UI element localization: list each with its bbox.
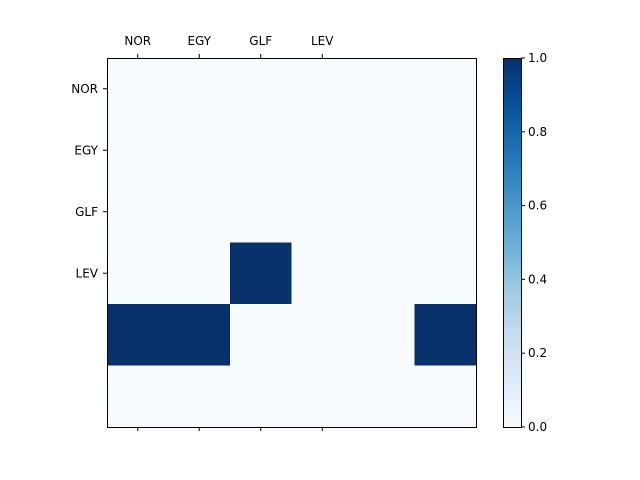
- heatmap-cell: [353, 181, 415, 243]
- y-tick-label: EGY: [74, 143, 98, 157]
- heatmap-cell: [107, 242, 169, 305]
- heatmap-cell: [414, 119, 477, 182]
- heatmap-cell: [230, 365, 292, 428]
- x-tick-label: NOR: [124, 34, 151, 48]
- heatmap-cell: [230, 181, 292, 243]
- colorbar-tick-label: 0.0: [528, 420, 547, 434]
- heatmap-cell: [291, 181, 354, 243]
- heatmap-cell: [414, 181, 477, 243]
- heatmap-cell: [291, 304, 354, 366]
- heatmap-cell: [107, 365, 169, 428]
- heatmap-cell: [230, 304, 292, 366]
- heatmap-cell: [414, 58, 477, 120]
- heatmap-cell: [230, 58, 292, 120]
- heatmap-cell: [168, 365, 231, 428]
- heatmap-cell: [107, 304, 169, 366]
- heatmap-cell: [291, 365, 354, 428]
- heatmap-cell: [353, 119, 415, 182]
- heatmap-cell: [107, 58, 169, 120]
- x-tick-label: EGY: [187, 34, 211, 48]
- colorbar-gradient: [503, 58, 521, 427]
- heatmap-cell: [291, 58, 354, 120]
- heatmap-cell: [230, 242, 292, 305]
- y-axis: NOR EGY GLF LEV: [71, 82, 107, 280]
- colorbar-frame: [503, 58, 522, 428]
- colorbar-tick-label: 0.6: [528, 199, 547, 213]
- heatmap-cell: [353, 365, 415, 428]
- heatmap-cell: [107, 119, 169, 182]
- heatmap-cell: [291, 242, 354, 305]
- x-tick-label: LEV: [311, 34, 334, 48]
- heatmap-cell: [168, 181, 231, 243]
- y-tick-label: GLF: [75, 205, 98, 219]
- y-tick-label: NOR: [71, 82, 98, 96]
- heatmap-cell: [168, 58, 231, 120]
- heatmap-cells: [107, 58, 477, 428]
- heatmap-cell: [353, 242, 415, 305]
- y-tick-label: LEV: [76, 266, 99, 280]
- heatmap-cell: [414, 304, 477, 366]
- colorbar-tick-label: 0.8: [528, 125, 547, 139]
- heatmap-cell: [230, 119, 292, 182]
- x-tick-label: GLF: [249, 34, 272, 48]
- heatmap-cell: [353, 304, 415, 366]
- x-axis: NOR EGY GLF LEV: [124, 34, 334, 431]
- heatmap-cell: [291, 119, 354, 182]
- heatmap-cell: [168, 304, 231, 366]
- plot-frame: [107, 58, 477, 428]
- colorbar-tick-label: 0.2: [528, 346, 547, 360]
- heatmap-cell: [353, 58, 415, 120]
- colorbar-tick-label: 1.0: [528, 51, 547, 65]
- heatmap-cell: [107, 181, 169, 243]
- heatmap-cell: [414, 242, 477, 305]
- colorbar-tick-label: 0.4: [528, 272, 547, 286]
- heatmap-cell: [414, 365, 477, 428]
- heatmap-cell: [168, 119, 231, 182]
- colorbar: 0.0 0.2 0.4 0.6 0.8 1.0: [503, 51, 547, 434]
- heatmap-cell: [168, 242, 231, 305]
